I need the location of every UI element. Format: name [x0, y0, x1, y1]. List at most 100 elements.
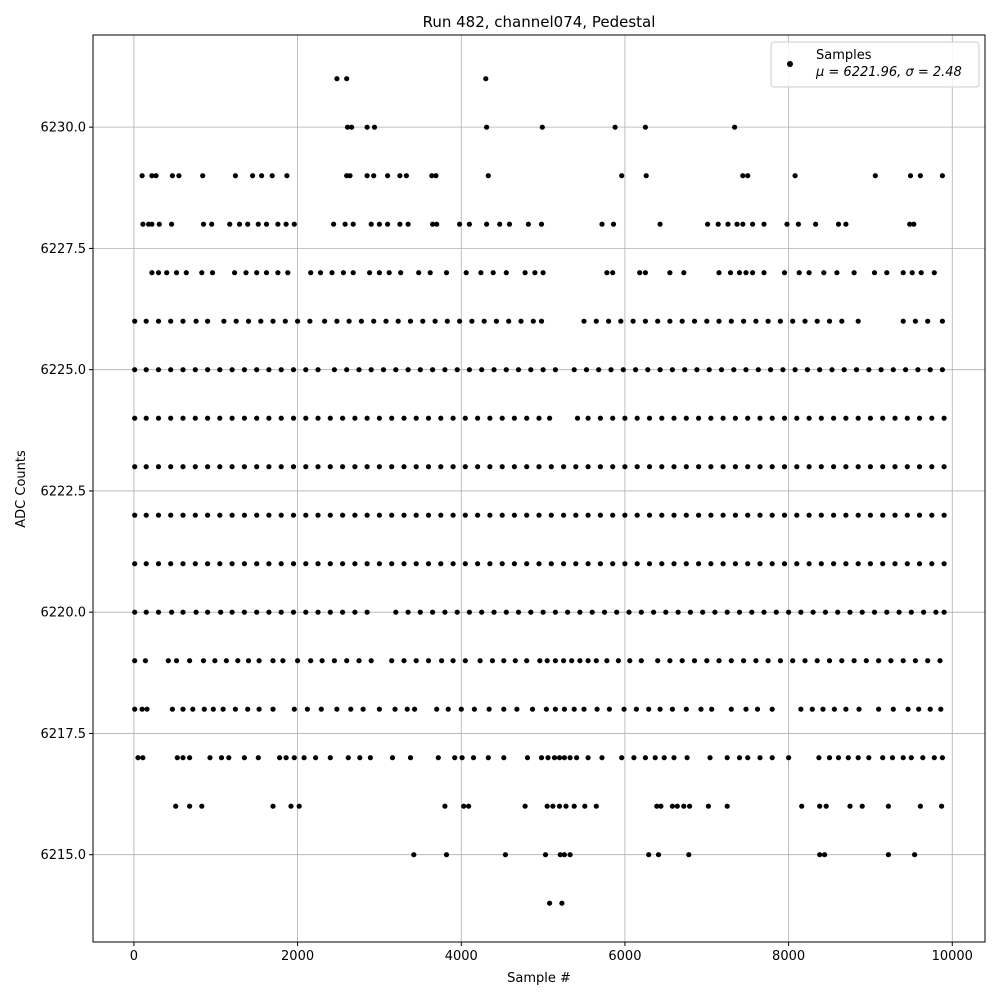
x-tick-label: 10000 — [932, 949, 973, 964]
data-point — [132, 415, 138, 421]
data-point — [696, 512, 702, 518]
data-point — [916, 706, 922, 712]
data-point — [433, 173, 439, 179]
data-point — [941, 561, 947, 567]
data-point — [319, 658, 325, 664]
data-point — [315, 464, 321, 470]
data-point — [743, 706, 749, 712]
data-point — [633, 367, 639, 373]
data-point — [740, 173, 746, 179]
data-point — [334, 318, 340, 324]
data-point — [506, 318, 512, 324]
data-point — [475, 415, 481, 421]
y-tick-label: 6230.0 — [41, 121, 87, 136]
data-point — [223, 658, 229, 664]
x-axis-label: Sample # — [507, 971, 571, 986]
data-point — [907, 173, 914, 179]
data-point — [538, 318, 545, 324]
data-point — [511, 561, 517, 567]
y-axis-ticks: 6215.0 6217.5 6220.0 6222.5 6225.0 6227.5 6230… — [41, 121, 93, 863]
data-point — [282, 318, 288, 324]
data-point — [659, 415, 665, 421]
data-point — [674, 803, 680, 809]
data-point — [620, 367, 626, 373]
data-point — [376, 464, 382, 470]
data-point — [706, 367, 712, 373]
data-point — [243, 270, 249, 276]
data-point — [927, 706, 933, 712]
data-point — [740, 221, 746, 227]
data-point — [457, 221, 463, 227]
data-point — [835, 755, 842, 761]
data-point — [704, 658, 710, 664]
data-point — [425, 512, 432, 518]
data-point — [291, 755, 297, 761]
data-point — [490, 270, 496, 276]
data-point — [799, 803, 805, 809]
data-point — [371, 173, 377, 179]
data-point — [890, 367, 896, 373]
data-point — [143, 318, 149, 324]
data-point — [718, 367, 725, 373]
data-point — [790, 318, 796, 324]
data-point — [925, 658, 931, 664]
data-point — [284, 173, 290, 179]
data-point — [547, 900, 553, 906]
data-point — [831, 464, 837, 470]
data-point — [657, 221, 663, 227]
data-point — [229, 464, 235, 470]
data-point — [277, 755, 283, 761]
data-point — [646, 852, 652, 858]
data-point — [646, 464, 653, 470]
data-point — [792, 173, 798, 179]
data-point — [229, 367, 235, 373]
data-point — [871, 609, 878, 615]
data-point — [443, 852, 450, 858]
data-point — [597, 415, 604, 421]
data-point — [425, 561, 432, 567]
data-point — [280, 658, 286, 664]
data-point — [393, 609, 399, 615]
data-point — [501, 658, 507, 664]
data-point — [444, 318, 450, 324]
data-point — [241, 609, 247, 615]
data-point — [395, 318, 401, 324]
data-point — [909, 270, 915, 276]
data-point — [855, 318, 861, 324]
data-point — [278, 415, 284, 421]
data-point — [356, 658, 362, 664]
data-point — [497, 221, 503, 227]
data-point — [781, 415, 788, 421]
data-point — [551, 755, 558, 761]
data-point — [732, 124, 738, 130]
data-point — [731, 367, 737, 373]
data-point — [585, 755, 591, 761]
data-point — [169, 609, 175, 615]
data-point — [199, 270, 205, 276]
data-point — [401, 464, 407, 470]
data-point — [563, 803, 569, 809]
data-point — [235, 658, 241, 664]
data-point — [556, 755, 563, 761]
data-point — [139, 706, 145, 712]
data-point — [432, 318, 438, 324]
data-point — [499, 464, 505, 470]
data-point — [696, 561, 702, 567]
data-point — [434, 706, 440, 712]
data-point — [691, 318, 698, 324]
data-point — [904, 415, 910, 421]
data-point — [708, 561, 714, 567]
data-point — [245, 658, 252, 664]
data-point — [303, 561, 309, 567]
data-point — [484, 124, 490, 130]
data-point — [851, 658, 857, 664]
data-point — [461, 803, 467, 809]
data-point — [168, 512, 174, 518]
data-point — [180, 415, 186, 421]
data-point — [275, 221, 281, 227]
data-point — [393, 367, 399, 373]
data-point — [245, 318, 252, 324]
data-point — [561, 561, 567, 567]
data-point — [761, 609, 767, 615]
